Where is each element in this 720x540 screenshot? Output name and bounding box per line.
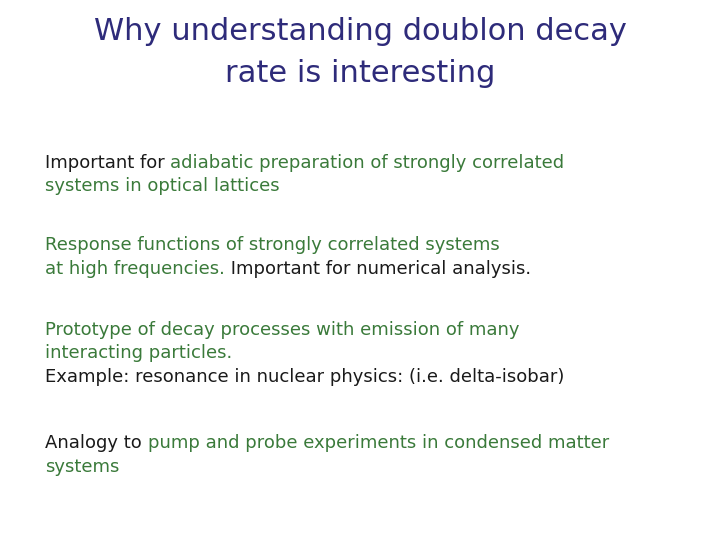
Text: pump and probe experiments in condensed matter: pump and probe experiments in condensed … xyxy=(148,434,608,452)
Text: Analogy to: Analogy to xyxy=(45,434,148,452)
Text: systems in optical lattices: systems in optical lattices xyxy=(45,178,279,195)
Text: Important for: Important for xyxy=(45,154,171,172)
Text: at high frequencies.: at high frequencies. xyxy=(45,260,225,278)
Text: Important for numerical analysis.: Important for numerical analysis. xyxy=(225,260,531,278)
Text: Prototype of decay processes with emission of many: Prototype of decay processes with emissi… xyxy=(45,321,520,339)
Text: Example: resonance in nuclear physics: (i.e. delta-isobar): Example: resonance in nuclear physics: (… xyxy=(45,368,564,386)
Text: systems: systems xyxy=(45,457,120,476)
Text: adiabatic preparation of strongly correlated: adiabatic preparation of strongly correl… xyxy=(171,154,564,172)
Text: rate is interesting: rate is interesting xyxy=(225,59,495,88)
Text: interacting particles.: interacting particles. xyxy=(45,345,233,362)
Text: Response functions of strongly correlated systems: Response functions of strongly correlate… xyxy=(45,236,500,254)
Text: Why understanding doublon decay: Why understanding doublon decay xyxy=(94,17,626,46)
